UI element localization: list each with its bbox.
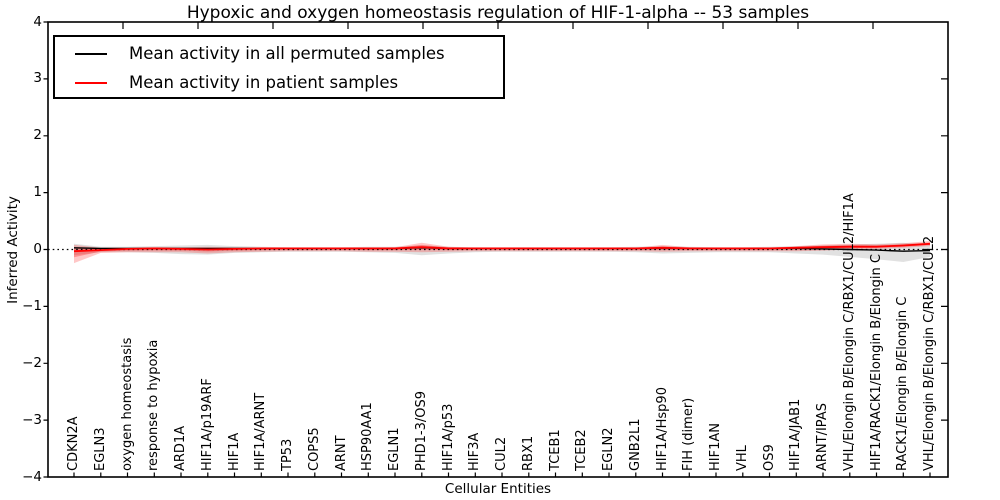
- x-tick-label: HIF1A/p53: [440, 403, 456, 471]
- x-tick-label: VHL/Elongin B/Elongin C/RBX1/CUL2: [922, 235, 937, 471]
- legend-entry-patient: Mean activity in patient samples: [55, 68, 503, 97]
- x-tick-label: HIF1A: [226, 432, 242, 471]
- axis-ticks: [43, 21, 948, 478]
- legend-entry-permuted: Mean activity in all permuted samples: [55, 39, 503, 68]
- patient-band-inner: [74, 242, 930, 258]
- x-tick-label: TCEB1: [547, 429, 563, 471]
- x-tick-label: HIF1A/RACK1/Elongin B/Elongin C: [868, 254, 884, 471]
- black-line-swatch-icon: [75, 52, 107, 55]
- x-tick-label: PHD1-3/OS9: [413, 391, 429, 471]
- x-tick-label: HIF1A/p19ARF: [199, 378, 215, 471]
- x-axis-label: Cellular Entities: [444, 481, 552, 497]
- y-tick-label: 3: [33, 70, 42, 87]
- y-tick-label: 1: [33, 184, 42, 201]
- legend-label: Mean activity in all permuted samples: [129, 44, 445, 63]
- x-tick-label: HIF3A: [467, 432, 483, 471]
- x-tick-label: GNB2L1: [627, 418, 643, 471]
- x-tick-label: COPS5: [306, 427, 322, 471]
- y-tick-label: 4: [33, 13, 42, 30]
- x-tick-label: OS9: [761, 444, 777, 471]
- x-tick-label: HIF1A/Hsp90: [654, 387, 670, 471]
- x-tick-label: HIF1AN: [708, 423, 723, 471]
- legend: Mean activity in all permuted samples Me…: [53, 35, 505, 99]
- y-tick-label: −1: [22, 297, 42, 314]
- y-tick-label: −3: [22, 411, 42, 428]
- x-tick-label: EGLN2: [601, 427, 616, 471]
- y-tick-label: −2: [22, 354, 42, 371]
- x-tick-label: TP53: [280, 438, 295, 471]
- red-line-swatch-icon: [75, 81, 107, 84]
- x-tick-label: ARNT: [333, 435, 349, 471]
- chart-title: Hypoxic and oxygen homeostasis regulatio…: [186, 3, 810, 23]
- x-tick-label: EGLN3: [92, 427, 108, 471]
- y-tick-label: 0: [33, 241, 42, 257]
- x-tick-label: FIH (dimer): [681, 397, 697, 471]
- patient-band: [74, 241, 930, 264]
- x-tick-label: TCEB2: [574, 429, 590, 471]
- x-tick-label: VHL/Elongin B/Elongin C/RBX1/CUL2/HIF1A: [841, 193, 857, 471]
- patient-mean-line: [73, 242, 931, 253]
- x-tick-label: CDKN2A: [66, 416, 81, 471]
- x-tick-label: VHL: [734, 445, 750, 471]
- x-tick-label: HSP90AA1: [360, 402, 376, 471]
- x-tick-label: response to hypoxia: [146, 339, 162, 471]
- y-tick-label: −4: [22, 468, 42, 485]
- x-tick-label: RACK1/Elongin B/Elongin C: [895, 296, 911, 471]
- x-tick-label: HIF1A/ARNT: [253, 392, 269, 471]
- x-tick-label: oxygen homeostasis: [119, 337, 135, 471]
- x-tick-label: CUL2: [494, 436, 509, 471]
- x-tick-label: EGLN1: [387, 427, 402, 471]
- y-tick-label: 2: [33, 127, 42, 144]
- x-tick-label: RBX1: [520, 435, 536, 471]
- legend-label: Mean activity in patient samples: [129, 73, 399, 92]
- x-tick-label: ARNT/IPAS: [815, 403, 830, 471]
- x-tick-label: ARD1A: [173, 425, 188, 471]
- x-tick-label: HIF1A/JAB1: [788, 398, 804, 471]
